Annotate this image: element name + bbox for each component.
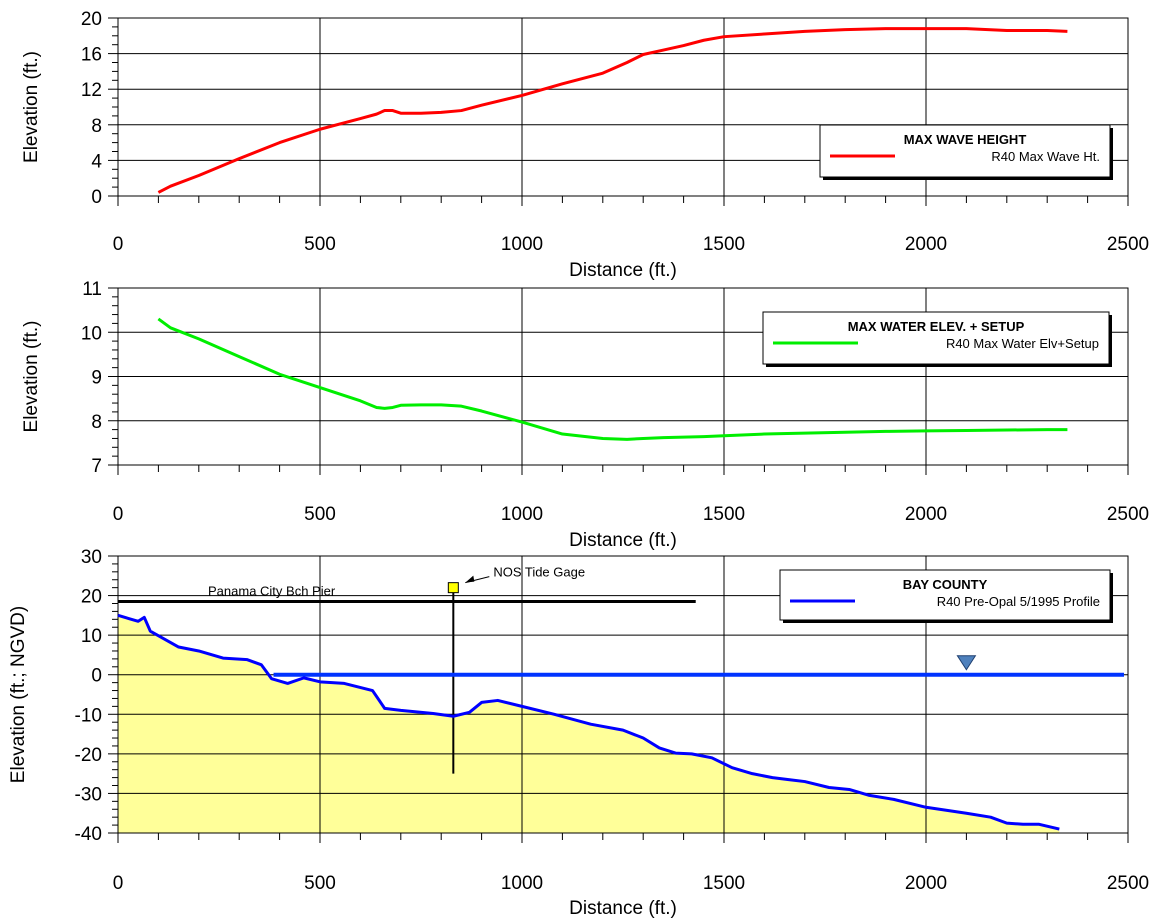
y-tick-label: 20 xyxy=(81,9,102,30)
y-tick-label: -10 xyxy=(75,705,102,726)
x-tick-label: 1000 xyxy=(501,873,543,894)
y-tick-label: 8 xyxy=(91,412,102,433)
x-tick-label: 0 xyxy=(113,504,124,525)
legend-entry: R40 Max Wave Ht. xyxy=(991,149,1100,164)
legend-entry: R40 Max Water Elv+Setup xyxy=(946,336,1099,351)
x-tick-label: 1000 xyxy=(501,234,543,255)
legend-title: MAX WATER ELEV. + SETUP xyxy=(848,319,1025,334)
x-tick-label: 1500 xyxy=(703,234,745,255)
y-tick-label: 0 xyxy=(91,187,102,208)
legend: MAX WATER ELEV. + SETUP R40 Max Water Elv… xyxy=(762,311,1112,367)
y-tick-label: 16 xyxy=(81,45,102,66)
pier-label: Panama City Bch Pier xyxy=(208,584,336,599)
x-tick-label: 1500 xyxy=(703,504,745,525)
x-tick-label: 2500 xyxy=(1107,234,1149,255)
x-tick-label: 2000 xyxy=(905,873,947,894)
x-tick-label: 500 xyxy=(304,873,336,894)
y-axis-title: Elevation (ft.; NGVD) xyxy=(8,606,29,783)
x-tick-label: 2000 xyxy=(905,234,947,255)
tide-gage-marker xyxy=(447,582,459,594)
legend-title: BAY COUNTY xyxy=(903,577,988,592)
legend-entry: R40 Pre-Opal 5/1995 Profile xyxy=(937,594,1100,609)
tide-gage-label: NOS Tide Gage xyxy=(493,565,585,580)
y-tick-label: 12 xyxy=(81,80,102,101)
y-tick-label: 10 xyxy=(81,323,102,344)
x-tick-label: 500 xyxy=(304,234,336,255)
y-tick-label: -30 xyxy=(75,784,102,805)
legend: MAX WAVE HEIGHT R40 Max Wave Ht. xyxy=(819,124,1113,180)
legend: BAY COUNTY R40 Pre-Opal 5/1995 Profile xyxy=(779,569,1113,623)
x-tick-label: 0 xyxy=(113,234,124,255)
chart-panel-3: 0 500 1000 1500 2000 2500 -40 -30 -20 -10 0 10 20 30 D… xyxy=(8,547,1149,919)
y-tick-label: -40 xyxy=(75,824,102,845)
x-tick-label: 500 xyxy=(304,504,336,525)
x-axis-title: Distance (ft.) xyxy=(569,898,677,919)
y-tick-label: 20 xyxy=(81,587,102,608)
y-tick-label: 10 xyxy=(81,626,102,647)
legend-title: MAX WAVE HEIGHT xyxy=(904,132,1027,147)
x-axis-title: Distance (ft.) xyxy=(569,260,677,281)
chart-panel-2: 0 500 1000 1500 2000 2500 7 8 9 10 11 Distance (ft.… xyxy=(21,279,1149,551)
legend-box xyxy=(762,311,1110,365)
x-tick-label: 2000 xyxy=(905,504,947,525)
chart-panel-1: 0 500 1000 1500 2000 2500 0 4 8 12 16 20 Distance (f… xyxy=(21,9,1149,281)
y-axis-title: Elevation (ft.) xyxy=(21,51,42,163)
tide-gage-arrowhead xyxy=(465,575,475,583)
x-tick-label: 2500 xyxy=(1107,873,1149,894)
y-tick-label: 11 xyxy=(82,279,102,300)
y-tick-label: 0 xyxy=(91,666,102,687)
x-tick-label: 2500 xyxy=(1107,504,1149,525)
legend-box xyxy=(779,569,1111,621)
x-tick-label: 0 xyxy=(113,873,124,894)
legend-box xyxy=(819,124,1111,178)
y-tick-label: 8 xyxy=(91,116,102,137)
water-level-marker-icon xyxy=(956,655,977,671)
y-tick-label: 9 xyxy=(91,368,102,389)
y-axis-title: Elevation (ft.) xyxy=(21,321,42,433)
x-tick-label: 1000 xyxy=(501,504,543,525)
y-tick-label: -20 xyxy=(75,745,102,766)
x-tick-label: 1500 xyxy=(703,873,745,894)
y-tick-label: 7 xyxy=(91,456,102,477)
plot-frame xyxy=(117,555,1129,834)
y-tick-label: 4 xyxy=(91,151,102,172)
y-tick-label: 30 xyxy=(81,547,102,568)
x-axis-title: Distance (ft.) xyxy=(569,530,677,551)
